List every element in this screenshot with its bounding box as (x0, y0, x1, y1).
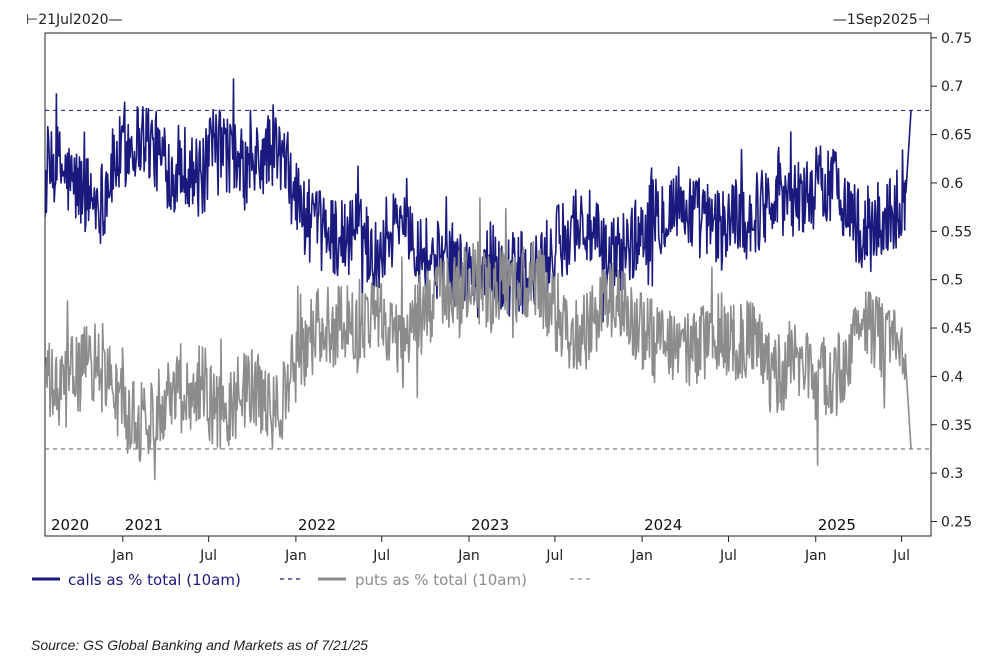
y-tick-label: 0.65 (941, 128, 972, 144)
series-line-puts (45, 197, 912, 481)
range-end-suffix: ⊣ (918, 12, 930, 28)
x-tick-label: Jul (372, 548, 390, 564)
legend-label-puts: puts as % total (10am) (355, 571, 527, 589)
x-axis: Jan Jul Jan Jul Jan Jul Jan Jul Jan Jul (111, 536, 910, 564)
y-tick-label: 0.55 (941, 224, 972, 240)
x-tick-label: Jan (804, 548, 827, 564)
legend: calls as % total (10am) puts as % total … (32, 571, 594, 589)
year-label: 2024 (644, 516, 682, 534)
y-tick-label: 0.25 (941, 514, 972, 530)
year-label: 2023 (471, 516, 509, 534)
range-start-prefix: ⊢ (26, 12, 38, 28)
y-axis: 0.25 0.3 0.35 0.4 0.45 0.5 0.55 0.6 0.65 0.7 0.75 (931, 31, 972, 530)
legend-label-calls: calls as % total (10am) (68, 571, 241, 589)
x-tick-label: Jul (892, 548, 910, 564)
y-tick-label: 0.35 (941, 418, 972, 434)
range-end-prefix: — (833, 12, 847, 28)
range-end-label: —1Sep2025⊣ (833, 12, 930, 28)
chart-card: ⊢21Jul2020— —1Sep2025⊣ 0.25 0.3 0.35 0.4 0.4… (18, 0, 990, 600)
year-label: 2021 (125, 516, 163, 534)
y-tick-label: 0.6 (941, 176, 963, 192)
y-tick-label: 0.7 (941, 79, 963, 95)
year-label: 2022 (298, 516, 336, 534)
x-tick-label: Jan (457, 548, 480, 564)
x-tick-label: Jan (111, 548, 134, 564)
y-tick-label: 0.75 (941, 31, 972, 47)
x-tick-label: Jul (719, 548, 737, 564)
source-note: Source: GS Global Banking and Markets as… (31, 637, 368, 653)
x-tick-label: Jan (284, 548, 307, 564)
y-tick-label: 0.45 (941, 321, 972, 337)
plot-frame (44, 32, 932, 537)
series-layer (45, 78, 912, 481)
x-tick-label: Jul (545, 548, 563, 564)
y-tick-label: 0.4 (941, 369, 963, 385)
y-tick-label: 0.5 (941, 273, 963, 289)
x-tick-label: Jul (199, 548, 217, 564)
x-tick-label: Jan (630, 548, 653, 564)
reference-lines (45, 109, 931, 450)
year-label: 2020 (51, 516, 89, 534)
range-end-text: 1Sep2025 (847, 12, 918, 28)
range-start-suffix: — (109, 12, 123, 28)
y-tick-label: 0.3 (941, 466, 963, 482)
calls-puts-share-chart: ⊢21Jul2020— —1Sep2025⊣ 0.250.30.350.40.4… (26, 12, 972, 589)
year-labels: 2020 2021 2022 2023 2024 2025 (51, 516, 856, 534)
range-start-label: ⊢21Jul2020— (26, 12, 123, 28)
year-label: 2025 (818, 516, 856, 534)
range-start-text: 21Jul2020 (38, 12, 108, 28)
